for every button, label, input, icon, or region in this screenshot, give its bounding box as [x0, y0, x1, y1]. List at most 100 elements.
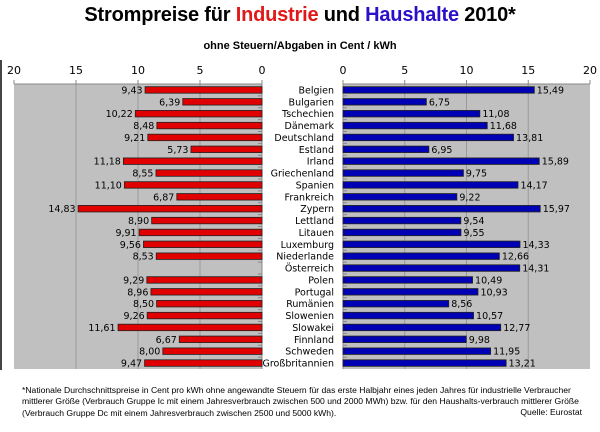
data-label: 14,83 — [48, 204, 75, 215]
data-label: 9,22 — [459, 192, 480, 203]
bar-households — [342, 264, 521, 272]
country-labels: BelgienBulgarienTschechienDänemarkDeutsc… — [262, 85, 334, 369]
country-label: Irland — [307, 157, 334, 168]
data-label: 9,29 — [123, 275, 144, 286]
data-label: 11,18 — [94, 157, 121, 168]
data-label: 8,53 — [133, 252, 154, 263]
country-label: Belgien — [298, 85, 334, 96]
x-tick-label: 0 — [340, 64, 347, 77]
title-suffix: 2010* — [458, 4, 516, 26]
title-industry: Industrie — [235, 4, 319, 26]
data-label: 6,87 — [153, 192, 174, 203]
data-label: 8,50 — [133, 299, 154, 310]
country-label: Zypern — [300, 204, 334, 215]
bar-industry — [147, 133, 263, 142]
footnote: *Nationale Durchschnittspreise in Cent p… — [22, 385, 579, 418]
bar-households — [342, 311, 474, 320]
country-label: Niederlande — [276, 252, 334, 263]
x-tick-label: 5 — [197, 64, 204, 77]
country-label: Slowakei — [292, 323, 334, 334]
bar-households — [342, 193, 458, 201]
bar-industry — [150, 288, 263, 296]
bar-industry — [182, 98, 263, 106]
bar-industry — [138, 228, 263, 237]
data-label: 9,91 — [115, 228, 136, 239]
country-label: Portugal — [295, 287, 334, 298]
country-label: Bulgarien — [289, 97, 334, 108]
bar-households — [342, 216, 462, 225]
bar-industry — [143, 240, 263, 248]
data-label: 9,43 — [121, 85, 142, 96]
bar-households — [342, 145, 430, 153]
bar-industry — [122, 157, 263, 165]
data-label: 5,73 — [167, 145, 188, 156]
data-label: 11,61 — [88, 323, 115, 334]
bar-industry — [77, 205, 263, 213]
bar-industry — [176, 193, 263, 201]
x-tick-label: 5 — [401, 64, 408, 77]
data-label: 15,97 — [543, 204, 570, 215]
bar-households — [342, 98, 427, 106]
data-label: 10,57 — [476, 311, 503, 322]
data-label: 13,81 — [516, 133, 543, 144]
country-label: Finnland — [294, 335, 334, 346]
country-label: Lettland — [295, 216, 334, 227]
country-label: Spanien — [296, 180, 334, 191]
title-middle: und — [318, 4, 366, 26]
bar-industry — [151, 216, 263, 225]
country-label: Frankreich — [285, 192, 334, 203]
data-label: 14,17 — [520, 180, 547, 191]
data-label: 6,67 — [156, 335, 177, 346]
bar-households — [342, 252, 500, 260]
data-label: 11,08 — [482, 109, 509, 120]
data-label: 10,22 — [106, 109, 133, 120]
x-tick-label: 20 — [7, 64, 21, 77]
data-label: 12,66 — [502, 252, 529, 263]
bar-industry — [117, 323, 263, 332]
bar-industry — [190, 145, 263, 153]
country-label: Tschechien — [281, 109, 334, 120]
chart-title: Strompreise für Industrie und Haushalte … — [0, 4, 600, 27]
data-label: 8,00 — [139, 347, 160, 358]
x-tick-label: 0 — [259, 64, 266, 77]
data-label: 9,47 — [121, 359, 142, 370]
bar-industry — [162, 347, 263, 355]
bar-households — [342, 181, 519, 189]
country-label: Polen — [308, 275, 334, 286]
country-label: Dänemark — [285, 121, 335, 132]
data-label: 6,39 — [159, 97, 180, 108]
bar-households — [342, 157, 540, 165]
bar-industry — [123, 181, 263, 189]
data-label: 14,33 — [522, 240, 549, 251]
left-border — [0, 60, 2, 370]
bar-households — [342, 228, 462, 237]
bar-households — [342, 86, 535, 94]
data-label: 9,54 — [463, 216, 484, 227]
data-label: 6,75 — [429, 97, 450, 108]
bar-households — [342, 288, 479, 296]
x-tick-label: 15 — [521, 64, 535, 77]
data-label: 8,55 — [132, 169, 153, 180]
bar-households — [342, 110, 481, 118]
industry-plot: 0 5 10 15 20 9,43 6,39 10,228,489,21 5,73 11,18 8,… — [7, 64, 266, 370]
x-tick-label: 10 — [131, 64, 145, 77]
title-households: Haushalte — [365, 4, 459, 26]
data-label: 8,90 — [128, 216, 149, 227]
data-label: 15,89 — [542, 157, 569, 168]
country-label: Schweden — [285, 347, 334, 358]
source-credit: Quelle: Eurostat — [520, 407, 582, 417]
data-label: 6,95 — [431, 145, 452, 156]
data-label: 13,21 — [509, 359, 536, 370]
bar-households — [342, 240, 521, 248]
bar-households — [342, 121, 488, 130]
bar-industry — [155, 252, 263, 260]
country-label: Rumänien — [286, 299, 334, 310]
data-label: 9,55 — [463, 228, 484, 239]
data-label: 8,48 — [133, 121, 154, 132]
bar-industry — [156, 300, 263, 308]
bar-households — [342, 335, 467, 343]
data-label: 9,75 — [466, 169, 487, 180]
data-label: 8,56 — [451, 299, 472, 310]
bar-households — [342, 323, 502, 332]
